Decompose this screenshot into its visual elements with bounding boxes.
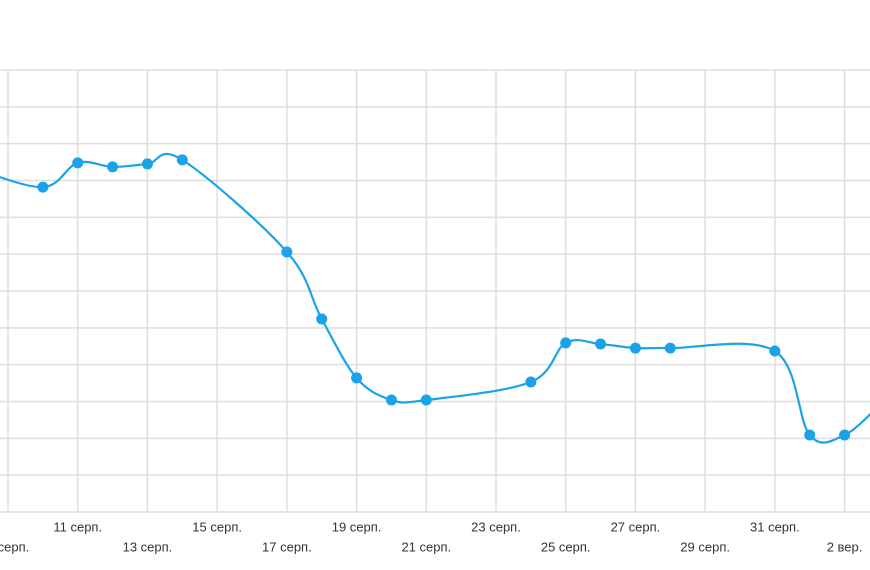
x-tick-label: 11 серп. (53, 519, 102, 534)
point (664, 342, 676, 354)
point (316, 313, 328, 325)
x-tick-label: 9 серп. (0, 539, 29, 554)
point (804, 429, 816, 441)
point (839, 429, 851, 441)
point (595, 338, 607, 350)
x-tick-label: 17 серп. (262, 539, 312, 554)
x-tick-label: 31 серп. (750, 519, 800, 534)
x-tick-label: 21 серп. (401, 539, 451, 554)
point (141, 158, 153, 170)
x-tick-label: 23 серп. (471, 519, 521, 534)
point (176, 154, 188, 166)
x-tick-label: 13 серп. (123, 539, 173, 554)
point (37, 181, 49, 193)
line (0, 152, 870, 444)
x-tick-label: 15 серп. (192, 519, 242, 534)
x-tick-label: 25 серп. (541, 539, 591, 554)
x-tick-label: 2 вер. (827, 539, 863, 554)
point (385, 394, 397, 406)
x-tick-label: 29 серп. (680, 539, 730, 554)
point (420, 394, 432, 406)
point (629, 342, 641, 354)
point (351, 372, 363, 384)
x-tick-label: 19 серп. (332, 519, 382, 534)
point (525, 376, 537, 388)
x-tick-label: 27 серп. (611, 519, 661, 534)
point (72, 157, 84, 169)
point (560, 337, 572, 349)
point (107, 161, 119, 173)
point (769, 345, 781, 357)
point (281, 246, 293, 258)
